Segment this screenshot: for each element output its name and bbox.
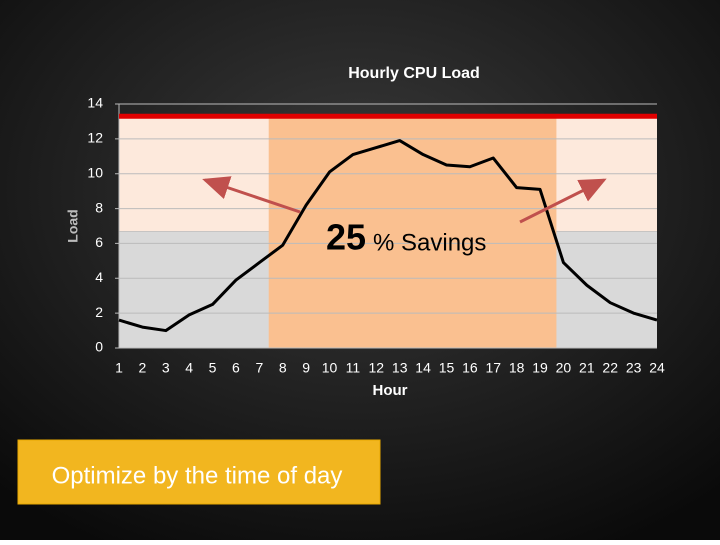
y-tick-label: 8	[95, 199, 103, 215]
annotation-text: % Savings	[373, 229, 486, 256]
x-tick-label: 22	[602, 360, 618, 376]
x-tick-label: 18	[509, 360, 525, 376]
x-tick-label: 14	[415, 360, 431, 376]
x-tick-label: 6	[232, 360, 240, 376]
x-tick-label: 12	[369, 360, 385, 376]
x-tick-label: 19	[532, 360, 548, 376]
x-tick-label: 9	[302, 360, 310, 376]
y-tick-label: 0	[95, 339, 103, 355]
y-axis-label: Load	[65, 209, 81, 242]
x-tick-label: 1	[115, 360, 123, 376]
x-tick-label: 10	[322, 360, 338, 376]
x-tick-label: 23	[626, 360, 642, 376]
x-tick-label: 15	[439, 360, 455, 376]
x-tick-label: 11	[346, 360, 361, 376]
arrow	[519, 178, 607, 224]
x-tick-label: 3	[162, 360, 170, 376]
x-tick-label: 20	[556, 360, 572, 376]
chart-title: Hourly CPU Load	[348, 65, 480, 82]
x-tick-label: 24	[649, 360, 665, 376]
x-tick-label: 13	[392, 360, 408, 376]
x-tick-label: 5	[209, 360, 217, 376]
x-tick-label: 8	[279, 360, 287, 376]
x-tick-label: 2	[138, 360, 146, 376]
footer-text: Optimize by the time of day	[52, 462, 343, 489]
x-tick-label: 16	[462, 360, 478, 376]
y-tick-label: 2	[95, 304, 103, 320]
annotation-number: 25	[326, 217, 366, 258]
y-tick-label: 14	[87, 95, 103, 111]
arrow	[202, 176, 301, 214]
x-tick-label: 4	[185, 360, 193, 376]
y-tick-label: 6	[95, 234, 103, 250]
x-tick-label: 21	[579, 360, 595, 376]
data-line	[118, 139, 658, 333]
shade-center	[268, 116, 557, 348]
y-tick-label: 12	[87, 130, 103, 146]
footer-box	[17, 439, 381, 505]
x-axis-label: Hour	[373, 382, 408, 399]
y-tick-label: 4	[95, 269, 103, 285]
x-tick-label: 7	[255, 360, 263, 376]
y-tick-label: 10	[87, 164, 103, 180]
x-tick-label: 17	[485, 360, 501, 376]
